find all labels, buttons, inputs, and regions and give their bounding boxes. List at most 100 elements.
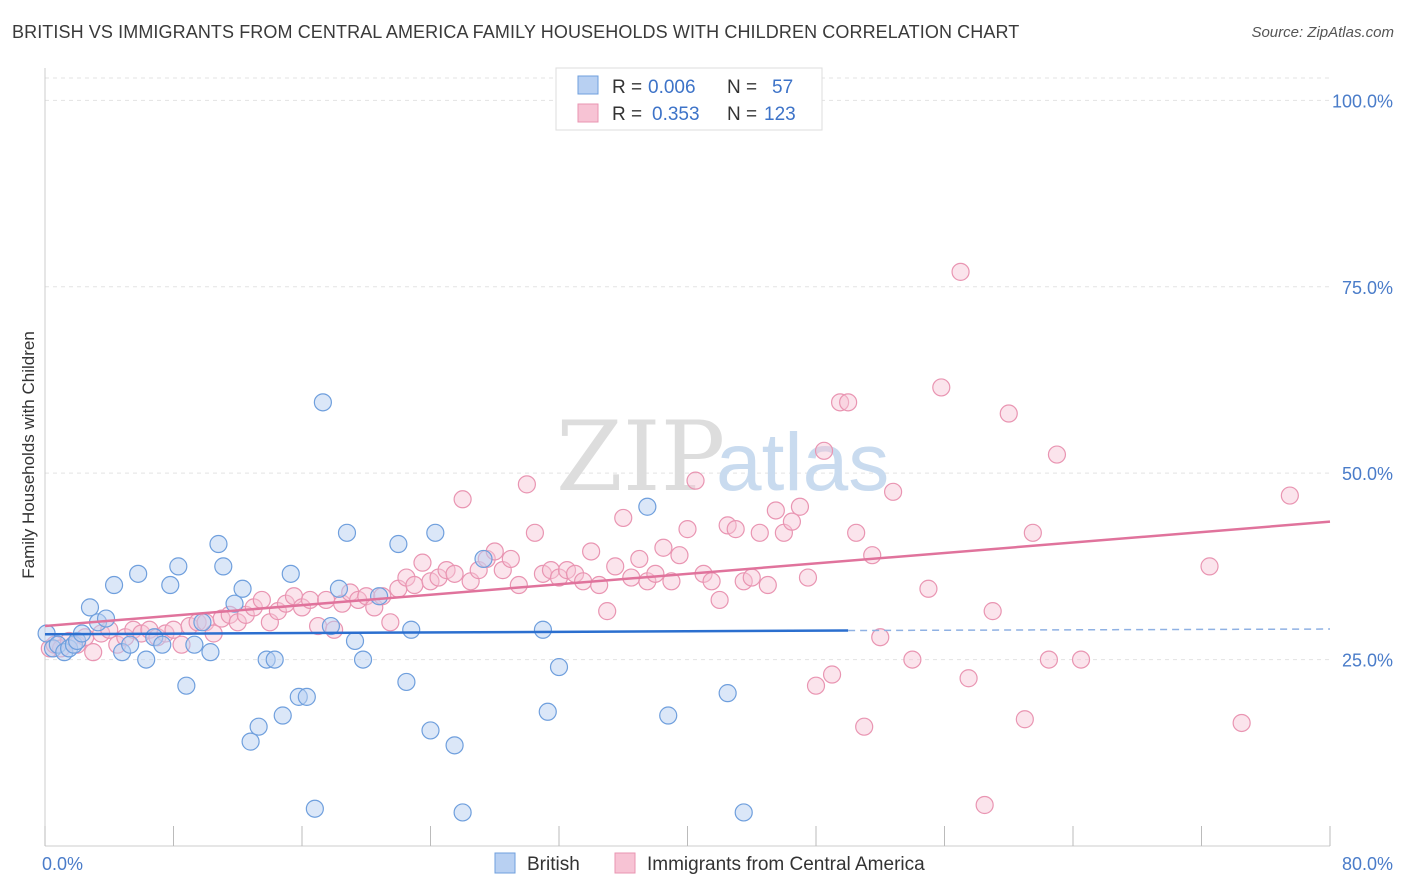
immigrants-series-points	[40, 262, 1299, 815]
british-series-points	[37, 94, 753, 822]
british-point	[533, 620, 553, 639]
immigrants-point	[405, 575, 424, 595]
trend-lines	[44, 520, 1331, 636]
y-tick-label: 25.0%	[1342, 651, 1393, 671]
legend-immigrants-swatch	[614, 852, 636, 874]
immigrants-point	[959, 669, 978, 688]
british-point	[161, 575, 180, 595]
british-point	[445, 736, 464, 755]
british-point	[353, 650, 373, 669]
immigrants-point	[598, 602, 617, 621]
immigrants-point	[606, 557, 625, 576]
british-r-value: 0.006	[648, 77, 696, 98]
immigrants-point	[678, 520, 697, 539]
british-point	[169, 557, 188, 576]
immigrants-point	[509, 575, 528, 595]
immigrants-point	[750, 523, 769, 542]
british-point	[397, 672, 416, 692]
british-trend-extension	[848, 628, 1331, 632]
british-point	[345, 631, 365, 651]
immigrants-point	[582, 542, 601, 561]
legend-immigrants-label: Immigrants from Central America	[647, 854, 925, 875]
immigrants-point	[670, 546, 689, 565]
immigrants-point	[726, 520, 745, 539]
immigrants-point	[766, 501, 785, 520]
immigrants-point	[381, 613, 400, 632]
immigrants-n-label: N =	[727, 104, 757, 125]
british-r-label: R =	[612, 77, 642, 98]
immigrants-point	[501, 549, 520, 569]
british-point	[209, 534, 228, 554]
british-point	[421, 721, 440, 740]
immigrants-point	[702, 572, 721, 591]
immigrants-point	[413, 553, 432, 572]
immigrants-point	[525, 523, 545, 542]
british-point	[121, 635, 140, 654]
series-legend: British Immigrants from Central America	[494, 852, 925, 875]
british-point	[80, 598, 100, 617]
british-point	[426, 523, 445, 542]
british-point	[214, 557, 233, 576]
british-point	[177, 676, 196, 695]
immigrants-point	[983, 602, 1002, 621]
british-point	[233, 579, 252, 598]
british-point	[273, 706, 292, 725]
immigrants-point	[1071, 650, 1091, 669]
immigrants-point	[951, 262, 970, 281]
british-point	[734, 803, 753, 822]
immigrants-point	[919, 579, 938, 598]
immigrants-point	[630, 549, 649, 569]
immigrants-point	[164, 620, 183, 639]
immigrants-point	[903, 650, 922, 669]
x-tick-label: 80.0%	[1342, 854, 1393, 874]
immigrants-point	[646, 564, 665, 583]
immigrants-point	[798, 568, 818, 587]
x-tick-label: 0.0%	[42, 854, 83, 874]
immigrants-r-label: R =	[612, 104, 642, 125]
immigrants-swatch	[577, 103, 599, 123]
british-point	[129, 564, 148, 583]
british-point	[281, 564, 300, 583]
immigrants-point	[999, 404, 1018, 423]
chart-title: BRITISH VS IMMIGRANTS FROM CENTRAL AMERI…	[12, 22, 1020, 42]
british-point	[474, 549, 493, 569]
immigrants-point	[686, 471, 705, 490]
immigrants-point	[1280, 486, 1299, 505]
immigrants-point	[782, 512, 802, 531]
tick-labels: 25.0% 50.0% 75.0% 100.0% 0.0% 80.0%	[42, 91, 1393, 874]
immigrants-point	[252, 590, 271, 610]
immigrants-point	[839, 393, 858, 412]
immigrants-point	[517, 475, 536, 494]
immigrants-point	[871, 628, 890, 647]
british-point	[241, 732, 260, 751]
british-point	[549, 657, 569, 677]
immigrants-point	[453, 490, 472, 509]
immigrants-point	[806, 676, 826, 695]
immigrants-point	[1200, 557, 1219, 576]
immigrants-point	[790, 497, 810, 516]
immigrants-point	[1015, 710, 1034, 729]
legend-british-label: British	[527, 854, 580, 875]
y-axis-label: Family Households with Children	[19, 331, 38, 579]
stats-legend: R = 0.006 N = 57 R = 0.353 N = 123	[555, 67, 823, 131]
british-trend-line	[44, 629, 849, 636]
british-point	[389, 534, 408, 554]
british-point	[718, 684, 737, 703]
stats-legend-box	[555, 67, 823, 131]
british-point	[329, 579, 349, 598]
immigrants-point	[855, 717, 874, 736]
british-point	[185, 635, 204, 654]
immigrants-point	[662, 572, 681, 591]
british-point	[193, 613, 212, 632]
british-n-value: 57	[772, 77, 793, 98]
source-credit: Source: ZipAtlas.com	[1251, 24, 1394, 41]
immigrants-point	[758, 575, 777, 595]
legend-british-swatch	[494, 852, 516, 874]
british-point	[638, 497, 657, 516]
immigrants-point	[1023, 523, 1042, 542]
immigrants-point	[822, 665, 842, 684]
immigrants-point	[975, 795, 994, 815]
immigrants-point	[847, 523, 866, 542]
grid-lines	[45, 77, 1330, 661]
